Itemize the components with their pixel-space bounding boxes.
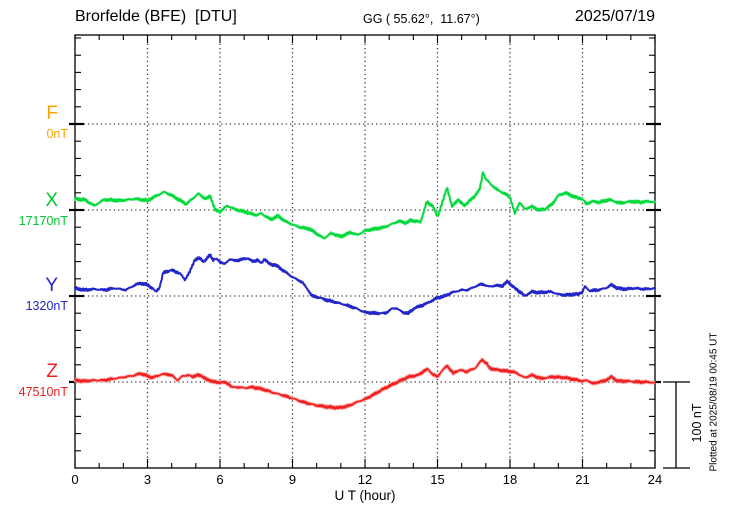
x-tick-label: 6 — [216, 472, 223, 487]
x-tick-label: 24 — [648, 472, 662, 487]
component-label-Y: Y 1320nT — [0, 276, 68, 313]
component-label-X: X 17170nT — [0, 191, 68, 228]
component-baseline-value-F: 0nT — [46, 127, 68, 141]
component-baseline-value-Y: 1320nT — [25, 299, 68, 313]
component-baseline-value-Z: 47510nT — [18, 385, 68, 399]
x-tick-label: 9 — [289, 472, 296, 487]
x-tick-label: 15 — [430, 472, 444, 487]
component-letter-Y: Y — [45, 275, 58, 296]
x-tick-label: 12 — [358, 472, 372, 487]
plot-timestamp-note: Plotted at 2025/08/19 00:45 UT — [708, 332, 720, 472]
trace-Z — [74, 358, 656, 410]
x-tick-label: 0 — [71, 472, 78, 487]
x-tick-label: 21 — [575, 472, 589, 487]
scale-bar-label: 100 nT — [690, 403, 704, 443]
component-letter-F: F — [46, 103, 58, 124]
component-label-Z: Z 47510nT — [0, 362, 68, 399]
component-label-F: F 0nT — [0, 104, 68, 141]
component-baseline-value-X: 17170nT — [18, 214, 68, 228]
component-letter-Z: Z — [46, 361, 58, 382]
trace-Y — [74, 253, 656, 316]
x-tick-label: 18 — [503, 472, 517, 487]
geographic-coords: GG ( 55.62°, 11.67°) — [363, 12, 480, 26]
component-letter-X: X — [45, 190, 58, 211]
station-title: Brorfelde (BFE) [DTU] — [75, 8, 237, 25]
plot-date: 2025/07/19 — [574, 8, 655, 25]
x-tick-label: 3 — [144, 472, 151, 487]
trace-X — [74, 171, 656, 240]
x-axis-title: U T (hour) — [334, 488, 396, 503]
